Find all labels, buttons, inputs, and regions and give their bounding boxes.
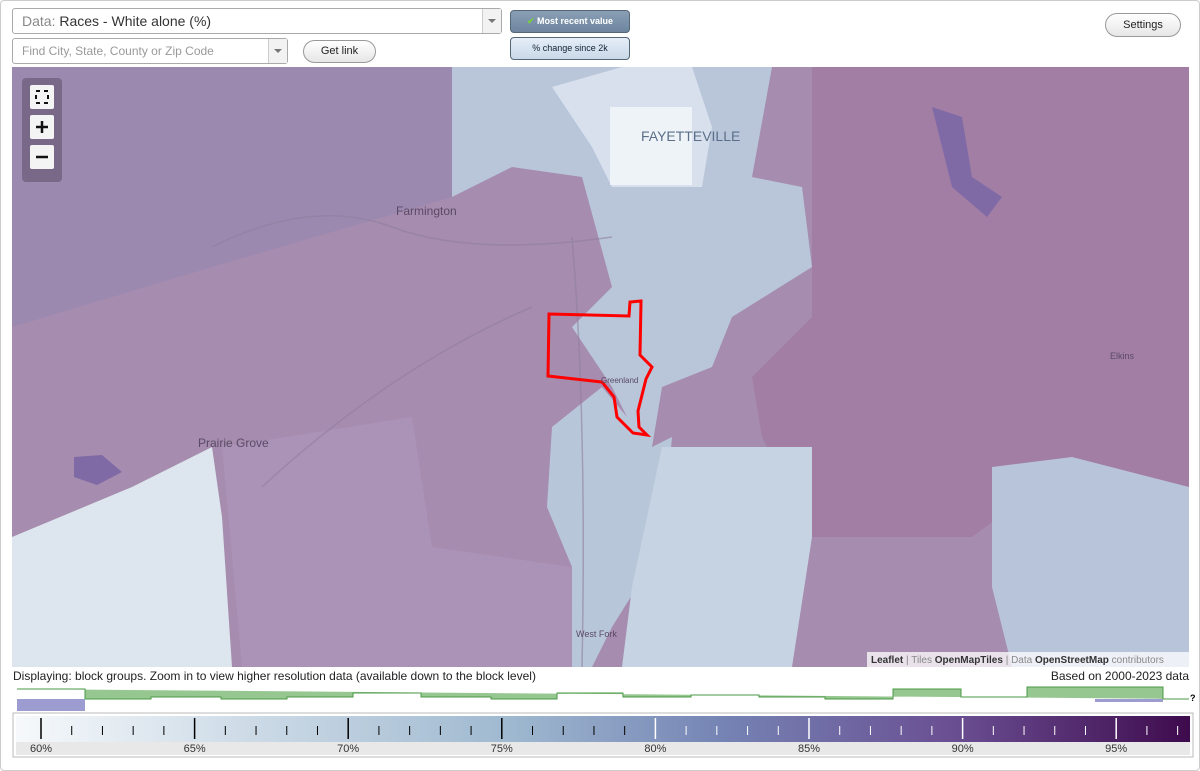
scale-label: 95% [1105, 743, 1127, 755]
road [211, 215, 613, 667]
scale-label: 90% [952, 743, 974, 755]
region [12, 447, 232, 667]
histogram-marker [17, 699, 85, 711]
attribution-link[interactable]: OpenMapTiles [935, 655, 1004, 666]
histogram-marker [1095, 699, 1163, 702]
region [610, 107, 692, 185]
attribution-text: Data [1011, 655, 1033, 666]
attribution: Leaflet | Tiles OpenMapTiles | Data Open… [871, 655, 1164, 666]
attribution-link[interactable]: OpenStreetMap [1035, 655, 1109, 666]
scale-label: 70% [337, 743, 359, 755]
search-box[interactable]: Find City, State, County or Zip Code [12, 38, 288, 64]
zoom-icon [36, 121, 48, 159]
attribution-text: Tiles [911, 655, 932, 666]
scale-label: 75% [491, 743, 513, 755]
place-label: Greenland [601, 376, 638, 385]
fullscreen-icon [35, 90, 49, 104]
region [992, 457, 1189, 667]
fullscreen-button[interactable] [30, 85, 54, 109]
most-recent-toggle[interactable]: ✔ Most recent value [510, 10, 630, 33]
scale-label: 60% [30, 743, 52, 755]
scale-label: 85% [798, 743, 820, 755]
settings-button[interactable]: Settings [1105, 13, 1181, 37]
label-strip [16, 742, 1190, 755]
legend: ? 60% 65% 70% 75% 80% 85% 90% 95% [12, 686, 1196, 758]
place-label: Farmington [396, 204, 457, 218]
dropdown-arrow [268, 39, 287, 63]
change-toggle[interactable]: % change since 2k [510, 37, 630, 60]
place-label: Elkins [1110, 351, 1135, 361]
data-value: Races - White alone (%) [59, 13, 212, 29]
lake [74, 455, 122, 485]
region [222, 417, 572, 667]
scale-label: 80% [644, 743, 666, 755]
scale-label: 65% [184, 743, 206, 755]
map: FAYETTEVILLE Farmington Prairie Grove Gr… [12, 67, 1189, 667]
attribution-text: contributors [1112, 655, 1164, 666]
color-scale [16, 716, 1190, 742]
selected-boundary [546, 299, 654, 438]
based-on-text: Based on 2000-2023 data [1050, 669, 1189, 683]
data-select[interactable]: Data: Races - White alone (%) [12, 8, 502, 34]
place-label: FAYETTEVILLE [641, 128, 740, 144]
check-icon: ✔ [526, 16, 535, 26]
most-recent-label: Most recent value [537, 16, 614, 26]
region [547, 387, 672, 667]
region [622, 447, 812, 667]
status-text: Displaying: block groups. Zoom in to vie… [13, 669, 536, 683]
attribution-bg [867, 652, 1189, 667]
get-link-button[interactable]: Get link [303, 40, 376, 63]
data-label: Data: [22, 13, 56, 29]
place-label: West Fork [576, 629, 617, 639]
help[interactable]: ? [1190, 693, 1196, 703]
dropdown-arrow [482, 9, 501, 33]
region [752, 67, 1189, 537]
histogram [17, 686, 1189, 700]
region [452, 67, 812, 447]
place-label: Prairie Grove [198, 436, 269, 450]
lake [932, 107, 1002, 217]
attribution-link[interactable]: Leaflet [871, 655, 904, 666]
region [12, 67, 452, 327]
search-placeholder: Find City, State, County or Zip Code [22, 44, 214, 58]
